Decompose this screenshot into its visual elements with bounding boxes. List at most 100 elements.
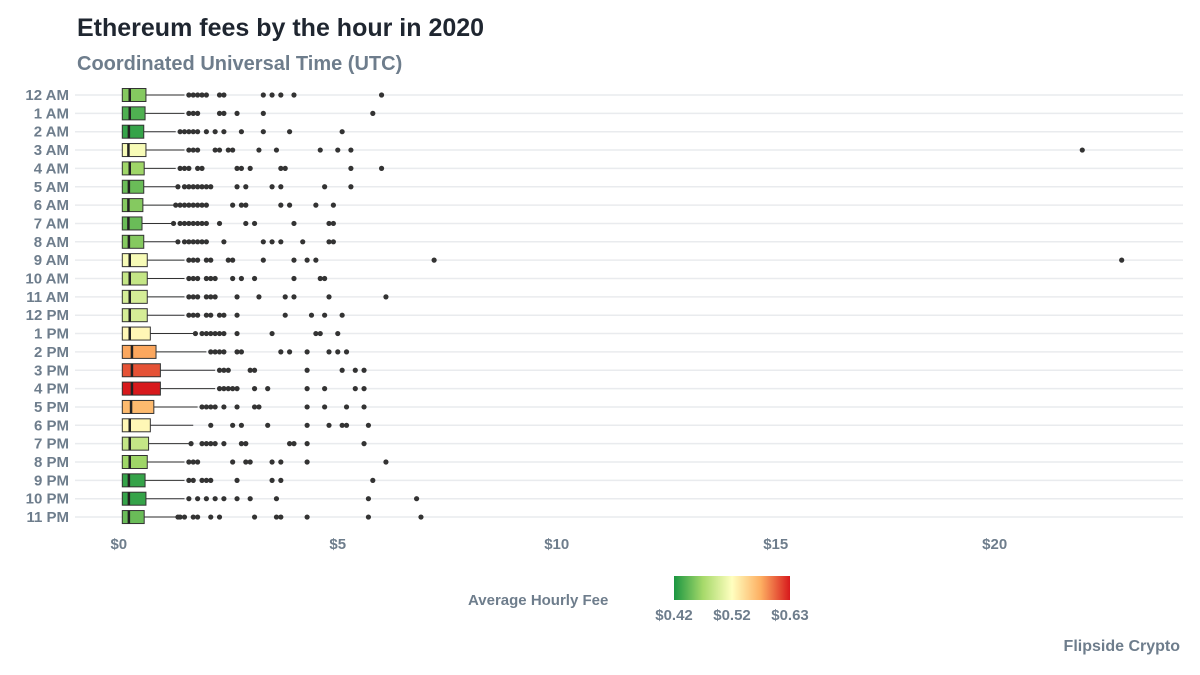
outlier-point xyxy=(247,165,253,171)
outlier-point xyxy=(260,129,266,135)
outlier-point xyxy=(256,147,262,153)
outlier-point xyxy=(203,441,209,447)
box xyxy=(121,436,150,451)
outlier-point xyxy=(177,514,183,520)
outlier-point xyxy=(234,477,240,483)
y-tick-label: 7 AM xyxy=(34,215,69,232)
outlier-point xyxy=(265,422,271,428)
outlier-point xyxy=(418,514,424,520)
outlier-point xyxy=(269,239,275,245)
outlier-point xyxy=(286,202,293,208)
outlier-point xyxy=(208,330,214,337)
outlier-point xyxy=(343,422,350,428)
outlier-point xyxy=(326,239,332,245)
source-caption: Flipside Crypto xyxy=(1063,638,1180,655)
outlier-point xyxy=(177,165,183,171)
outlier-point xyxy=(260,92,266,98)
outlier-point xyxy=(212,147,218,153)
outlier-point xyxy=(348,184,354,190)
legend-label-mid: $0.52 xyxy=(713,607,751,624)
outlier-point xyxy=(195,459,201,465)
outlier-point xyxy=(203,202,209,208)
outlier-point xyxy=(230,202,236,208)
outlier-point xyxy=(238,422,245,428)
box xyxy=(121,455,148,469)
outlier-point xyxy=(322,184,328,190)
outlier-point xyxy=(208,422,214,428)
x-tick-label: $20 xyxy=(982,536,1007,553)
outlier-point xyxy=(234,386,240,392)
y-tick-label: 11 AM xyxy=(26,289,69,306)
box xyxy=(121,234,145,249)
outlier-point xyxy=(190,202,196,208)
outlier-point xyxy=(330,202,336,208)
outlier-point xyxy=(195,294,201,300)
y-tick-label: 12 PM xyxy=(26,307,69,324)
outlier-point xyxy=(190,275,196,282)
outlier-point xyxy=(208,275,214,282)
outlier-point xyxy=(221,239,227,245)
outlier-point xyxy=(291,257,297,263)
outlier-point xyxy=(234,165,240,171)
legend-label-max: $0.63 xyxy=(771,607,809,624)
outlier-point xyxy=(300,239,306,245)
outlier-point xyxy=(190,220,196,227)
outlier-point xyxy=(186,129,192,135)
outlier-point xyxy=(199,202,205,208)
outlier-point xyxy=(225,147,231,153)
outlier-point xyxy=(282,294,288,300)
outlier-point xyxy=(291,441,297,447)
outlier-point xyxy=(322,275,328,282)
outlier-point xyxy=(243,441,249,447)
outlier-point xyxy=(243,459,249,465)
outlier-point xyxy=(322,404,328,410)
outlier-point xyxy=(203,92,209,98)
outlier-point xyxy=(230,275,236,282)
outlier-point xyxy=(199,330,205,337)
outlier-point xyxy=(361,404,367,410)
outlier-point xyxy=(186,459,192,465)
legend-color-bar xyxy=(674,576,790,600)
outlier-point xyxy=(335,330,341,337)
outlier-point xyxy=(247,459,253,465)
y-tick-label: 4 PM xyxy=(34,381,69,398)
y-tick-label: 10 PM xyxy=(26,491,69,508)
outlier-point xyxy=(256,404,262,410)
outlier-point xyxy=(212,496,218,502)
x-tick-label: $15 xyxy=(763,536,788,553)
outlier-point xyxy=(339,422,345,428)
y-tick-label: 9 PM xyxy=(34,472,69,489)
outlier-point xyxy=(304,404,310,410)
outlier-point xyxy=(203,184,209,190)
y-tick-label: 6 AM xyxy=(34,197,69,214)
outlier-point xyxy=(203,477,209,483)
outlier-point xyxy=(251,404,258,410)
y-tick-label: 7 PM xyxy=(34,436,69,453)
outlier-point xyxy=(199,165,205,171)
outlier-point xyxy=(225,257,231,263)
outlier-point xyxy=(212,294,218,300)
box xyxy=(121,308,148,323)
outlier-point xyxy=(278,202,284,208)
outlier-point xyxy=(190,239,196,245)
outlier-point xyxy=(243,184,249,190)
outlier-point xyxy=(208,184,214,190)
outlier-point xyxy=(221,330,227,337)
outlier-point xyxy=(313,202,319,208)
box xyxy=(121,326,151,341)
box xyxy=(121,381,161,396)
outlier-point xyxy=(365,422,372,428)
outlier-point xyxy=(251,514,258,520)
outlier-point xyxy=(251,220,258,227)
outlier-point xyxy=(216,367,223,373)
outlier-point xyxy=(330,239,336,245)
outlier-point xyxy=(291,294,297,300)
outlier-point xyxy=(322,312,328,318)
outlier-point xyxy=(278,239,284,245)
outlier-point xyxy=(313,257,319,263)
outlier-point xyxy=(190,514,196,520)
outlier-point xyxy=(269,330,275,337)
outlier-point xyxy=(221,129,227,135)
outlier-point xyxy=(278,165,284,171)
outlier-point xyxy=(199,239,205,245)
